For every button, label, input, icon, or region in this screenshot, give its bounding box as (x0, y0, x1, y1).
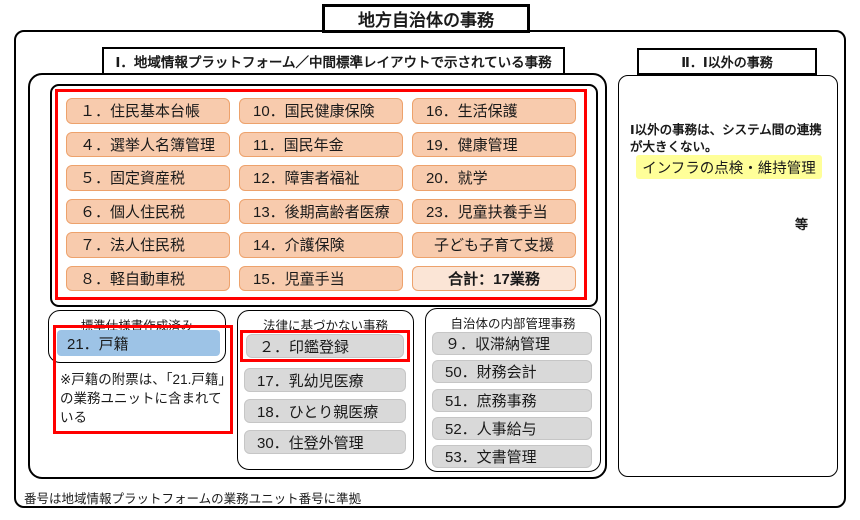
etc-label: 等 (794, 217, 808, 232)
task-item-16: 16．生活保護 (412, 98, 576, 124)
non-statutory-title: 法律に基づかない事務 (262, 319, 388, 333)
task-item-12: 12．障害者福祉 (239, 165, 403, 191)
footer-note: 番号は地域情報プラットフォームの業務ユニット番号に準拠 (24, 492, 362, 506)
page-title-label: 地方自治体の事務 (358, 11, 494, 30)
section2-header: Ⅱ．Ⅰ以外の事務 (637, 48, 817, 75)
task-item-20: 20．就学 (412, 165, 576, 191)
koseki-note: ※戸籍の附票は、「21.戸籍」の業務ユニットに含まれている (60, 372, 226, 425)
internal-item-50: 50．財務会計 (432, 360, 592, 383)
task-item-8: ８．軽自動車税 (66, 265, 230, 291)
non-statutory-item-18: 18．ひとり親医療 (244, 399, 406, 423)
section2-header-label: Ⅱ．Ⅰ以外の事務 (681, 55, 773, 70)
task-item-19: 19．健康管理 (412, 131, 576, 157)
non-statutory-item-30: 30．住登外管理 (244, 430, 406, 454)
non-statutory-item-17: 17．乳幼児医療 (244, 368, 406, 392)
section2-container (618, 75, 838, 477)
total-count-item: 合計：17業務 (412, 265, 576, 291)
task-item-kodomo: 子ども子育て支援 (412, 232, 576, 258)
task-item-5: ５．固定資産税 (66, 165, 230, 191)
task-item-6: ６．個人住民税 (66, 198, 230, 224)
task-item-11: 11．国民年金 (239, 131, 403, 157)
section1-header-label: Ⅰ．地域情報プラットフォーム／中間標準レイアウトで示されている事務 (115, 55, 552, 70)
internal-mgmt-title: 自治体の内部管理事務 (450, 317, 576, 331)
inkan-item: ２．印鑑登録 (246, 334, 404, 358)
infra-highlight-item: インフラの点検・維持管理 (636, 155, 822, 179)
task-item-14: 14．介護保険 (239, 232, 403, 258)
task-item-4: ４．選挙人名簿管理 (66, 131, 230, 157)
koseki-red-frame (53, 325, 233, 434)
internal-item-52: 52．人事給与 (432, 417, 592, 440)
task-item-1: １．住民基本台帳 (66, 98, 230, 124)
koseki-item: 21．戸籍 (57, 330, 220, 356)
page-title: 地方自治体の事務 (322, 4, 530, 33)
task-item-23: 23．児童扶養手当 (412, 198, 576, 224)
section2-note: Ⅰ以外の事務は、システム間の連携が大きくない。 (630, 123, 822, 154)
internal-item-53: 53．文書管理 (432, 445, 592, 468)
internal-item-51: 51．庶務事務 (432, 389, 592, 412)
inkan-red-frame (240, 330, 410, 362)
task-item-10: 10．国民健康保険 (239, 98, 403, 124)
task-item-7: ７．法人住民税 (66, 232, 230, 258)
task-item-15: 15．児童手当 (239, 265, 403, 291)
koseki-item-label: 21．戸籍 (67, 335, 129, 353)
platform-items-red-frame: １．住民基本台帳 ４．選挙人名簿管理 ５．固定資産税 ６．個人住民税 ７．法人住… (55, 89, 587, 300)
section1-header: Ⅰ．地域情報プラットフォーム／中間標準レイアウトで示されている事務 (102, 47, 565, 75)
task-item-13: 13．後期高齢者医療 (239, 198, 403, 224)
internal-item-9: ９．収滞納管理 (432, 332, 592, 355)
